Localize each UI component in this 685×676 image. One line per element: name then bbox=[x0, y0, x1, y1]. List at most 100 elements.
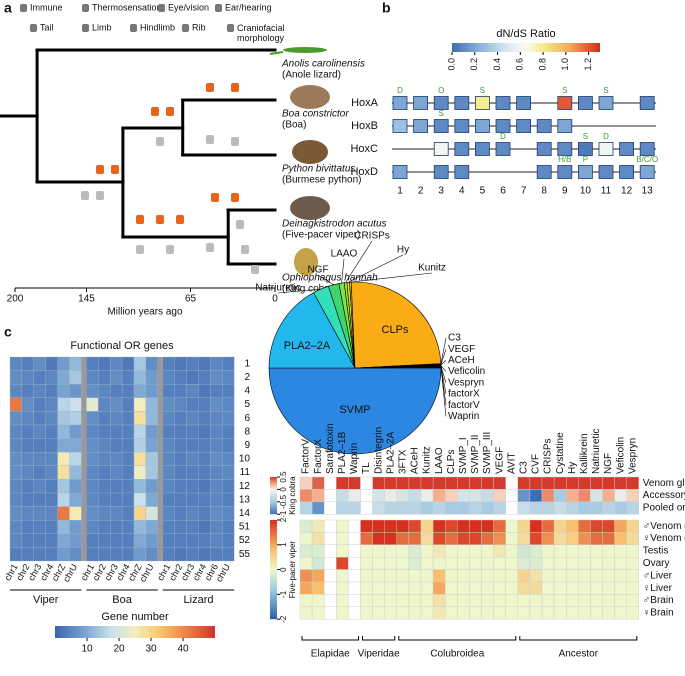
heat-cell bbox=[372, 557, 385, 570]
heat-cell bbox=[299, 476, 313, 490]
heat-cell bbox=[57, 465, 70, 480]
heat-cell bbox=[445, 476, 458, 490]
legend-label: Rib bbox=[192, 22, 206, 32]
heat-cell bbox=[98, 356, 111, 371]
heat-cell bbox=[541, 569, 555, 583]
position-label: 13 bbox=[642, 186, 654, 197]
heat-cell bbox=[311, 501, 325, 515]
heat-cell bbox=[469, 557, 482, 570]
heat-cell bbox=[210, 370, 223, 385]
heat-cell bbox=[9, 356, 23, 371]
heat-cell bbox=[578, 519, 591, 533]
heat-cell bbox=[133, 506, 147, 521]
heat-cell bbox=[590, 594, 603, 608]
heat-cell bbox=[45, 452, 58, 466]
heat-cell bbox=[553, 519, 567, 533]
row-label: 2 bbox=[244, 372, 250, 383]
heat-cell bbox=[198, 479, 211, 494]
heat-cell bbox=[493, 606, 506, 620]
trait-icon bbox=[241, 245, 249, 254]
colorbar-tick-label: 30 bbox=[145, 644, 157, 655]
heat-cell bbox=[133, 411, 147, 426]
heat-cell bbox=[493, 519, 506, 533]
heat-cell bbox=[33, 411, 46, 426]
heat-cell bbox=[222, 479, 235, 494]
colorbar-tick-label: 40 bbox=[177, 644, 189, 655]
heat-cell bbox=[174, 465, 187, 480]
heat-cell bbox=[299, 581, 313, 595]
group-bracket bbox=[519, 636, 638, 641]
heat-cell bbox=[86, 547, 99, 562]
column-label: Cystatine bbox=[555, 432, 566, 474]
heat-cell bbox=[529, 581, 543, 595]
column-label: LAAO bbox=[434, 447, 445, 474]
heat-cell bbox=[186, 397, 199, 412]
cobra-picture bbox=[294, 248, 318, 276]
heat-cell bbox=[9, 397, 23, 412]
heat-cell bbox=[336, 544, 349, 558]
heat-cell bbox=[614, 501, 627, 515]
heat-cell bbox=[336, 594, 349, 608]
heat-cell bbox=[311, 544, 325, 558]
heat-cell bbox=[222, 465, 235, 480]
panel-label: b bbox=[382, 0, 391, 16]
heat-cell bbox=[69, 520, 82, 534]
heat-cell bbox=[324, 606, 337, 620]
heat-cell bbox=[517, 569, 531, 583]
heat-cell bbox=[614, 557, 627, 570]
row-label: ♀Liver bbox=[643, 583, 673, 594]
heat-cell bbox=[174, 384, 187, 398]
heat-cell bbox=[121, 492, 135, 507]
hox-gene bbox=[557, 142, 573, 156]
row-label: 6 bbox=[244, 413, 250, 424]
heat-cell bbox=[372, 489, 385, 502]
heat-cell bbox=[210, 479, 223, 494]
heat-cell bbox=[121, 547, 135, 562]
heat-cell bbox=[457, 532, 470, 546]
column-label: CRISPs bbox=[543, 438, 554, 474]
heat-cell bbox=[384, 557, 398, 570]
heat-cell bbox=[517, 594, 531, 608]
heat-cell bbox=[174, 438, 187, 453]
leader-line bbox=[348, 254, 404, 283]
heat-cell bbox=[517, 489, 531, 502]
slice-label: Hy bbox=[397, 245, 409, 256]
heat-cell bbox=[505, 606, 519, 620]
column-label: Hy bbox=[567, 462, 578, 474]
heat-cell bbox=[541, 594, 555, 608]
heat-cell bbox=[626, 594, 640, 608]
heat-cell bbox=[110, 384, 123, 398]
hox-gene bbox=[474, 142, 490, 156]
heat-cell bbox=[348, 606, 361, 620]
heat-cell bbox=[408, 606, 422, 620]
heat-cell bbox=[578, 557, 591, 570]
hox-gene bbox=[557, 96, 573, 110]
heat-cell bbox=[162, 452, 175, 466]
heat-cell bbox=[121, 438, 135, 453]
heat-cell bbox=[481, 519, 494, 533]
column-label: 3FTX bbox=[397, 449, 408, 474]
heat-cell bbox=[299, 532, 313, 546]
heat-cell bbox=[121, 397, 135, 412]
legend-label-box: Craniofacial morphology bbox=[237, 23, 285, 43]
heat-cell bbox=[529, 569, 543, 583]
heat-cell bbox=[86, 465, 99, 480]
heat-cell bbox=[553, 544, 567, 558]
heat-cell bbox=[86, 492, 99, 507]
heat-cell bbox=[33, 424, 46, 439]
legend-icon bbox=[82, 4, 89, 12]
heat-cell bbox=[133, 438, 147, 453]
heat-cell bbox=[348, 544, 361, 558]
leader-line bbox=[440, 337, 447, 365]
hox-gene bbox=[557, 119, 573, 133]
heat-cell bbox=[145, 479, 158, 494]
row-label: 14 bbox=[239, 508, 251, 519]
heat-cell bbox=[360, 489, 373, 502]
heat-cell bbox=[69, 506, 82, 521]
heat-cell bbox=[57, 424, 70, 439]
heat-cell bbox=[481, 594, 494, 608]
heat-cell bbox=[198, 370, 211, 385]
heat-cell bbox=[98, 506, 111, 521]
heat-cell bbox=[445, 532, 458, 546]
